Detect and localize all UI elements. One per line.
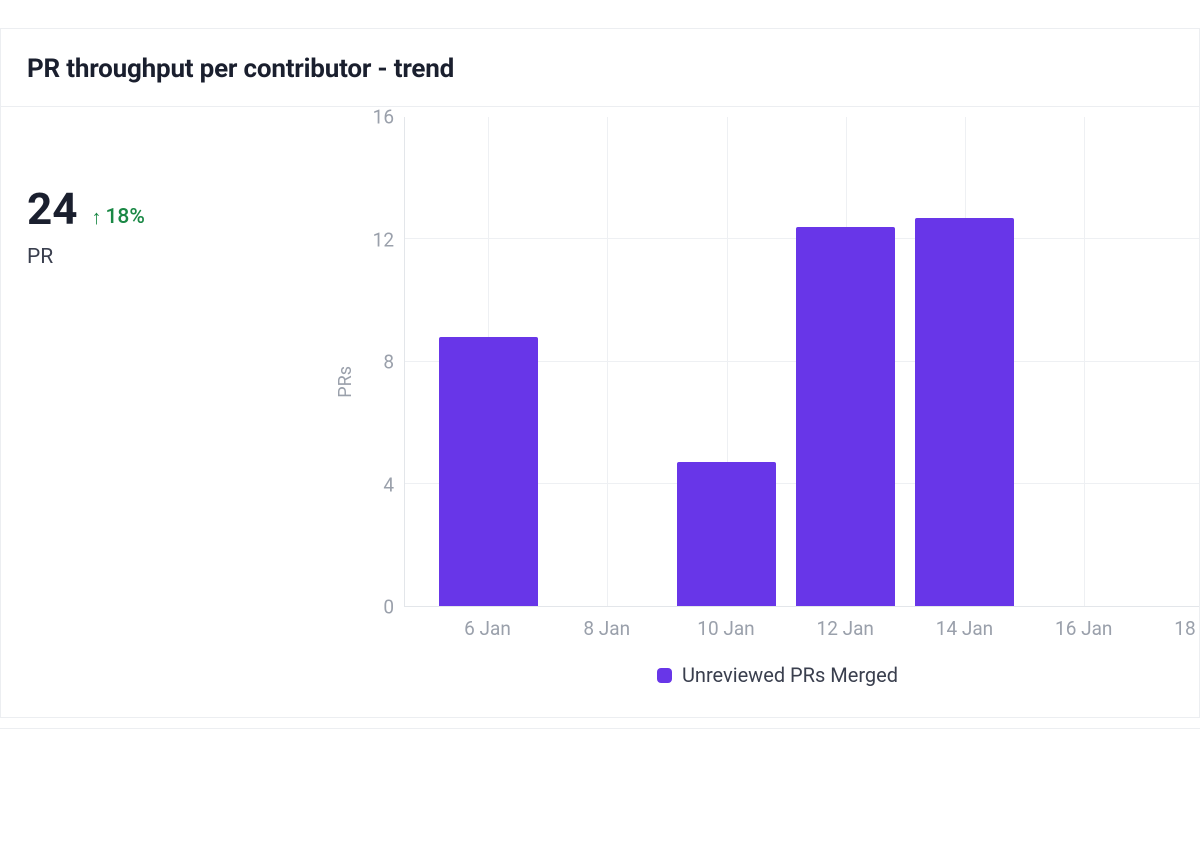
plot-area bbox=[404, 117, 1199, 607]
x-tick-label: 18 Jan bbox=[1174, 617, 1200, 640]
x-tick-label: 12 Jan bbox=[817, 617, 874, 640]
y-tick-column: 0481216 bbox=[356, 117, 404, 607]
x-tick-label: 6 Jan bbox=[464, 617, 511, 640]
x-tick-label: 10 Jan bbox=[697, 617, 754, 640]
x-axis-row: 6 Jan 8 Jan 10 Jan 12 Jan 14 Jan 16 Jan 18 Jan bbox=[356, 607, 1199, 643]
y-tick-label: 16 bbox=[373, 106, 394, 129]
chart-bar[interactable] bbox=[915, 218, 1014, 606]
chart-bar[interactable] bbox=[796, 227, 895, 606]
chart-wrap: PRs 0481216 6 Jan8 Jan10 Jan12 Jan14 Jan… bbox=[331, 117, 1199, 687]
x-tick-label: 16 Jan bbox=[1055, 617, 1112, 640]
x-axis-spacer bbox=[356, 607, 404, 643]
stat-row: 24 ↑ 18% bbox=[27, 187, 305, 231]
stat-value: 24 bbox=[27, 187, 78, 231]
y-tick-label: 12 bbox=[373, 228, 394, 251]
chart-card: PR throughput per contributor - trend 24… bbox=[0, 28, 1200, 718]
x-axis: 6 Jan 8 Jan 10 Jan 12 Jan 14 Jan 16 Jan 18 Jan bbox=[404, 607, 1199, 643]
gridline-vertical bbox=[607, 117, 608, 606]
stat-delta: ↑ 18% bbox=[92, 205, 145, 229]
arrow-up-icon: ↑ bbox=[92, 207, 102, 227]
y-tick-label: 8 bbox=[383, 351, 394, 374]
legend-swatch bbox=[657, 668, 672, 683]
stat-label: PR bbox=[27, 245, 305, 269]
chart-legend[interactable]: Unreviewed PRs Merged bbox=[356, 663, 1199, 687]
gridline-vertical bbox=[1084, 117, 1085, 606]
card-body: 24 ↑ 18% PR PRs 0 4 8 12 16 6 Jan bbox=[1, 107, 1199, 717]
stat-delta-text: 18% bbox=[106, 205, 145, 229]
y-axis-title: PRs bbox=[331, 366, 356, 398]
plot-column: 0481216 6 Jan8 Jan10 Jan12 Jan14 Jan16 J… bbox=[356, 117, 1199, 687]
legend-label: Unreviewed PRs Merged bbox=[682, 663, 898, 687]
card-title: PR throughput per contributor - trend bbox=[27, 54, 1173, 84]
chart-bar[interactable] bbox=[439, 337, 538, 606]
section-divider bbox=[0, 728, 1200, 729]
card-header: PR throughput per contributor - trend bbox=[1, 29, 1199, 107]
chart-panel: PRs 0 4 8 12 16 6 Jan 8 Jan 10 Jan 12 Jan 14 Jan… bbox=[331, 107, 1199, 717]
y-tick-label: 0 bbox=[383, 596, 394, 619]
y-tick-label: 4 bbox=[383, 473, 394, 496]
stat-panel: 24 ↑ 18% PR bbox=[1, 107, 331, 717]
x-tick-label: 8 Jan bbox=[583, 617, 630, 640]
chart-bar[interactable] bbox=[677, 462, 776, 606]
x-tick-label: 14 Jan bbox=[936, 617, 993, 640]
plot-area-wrap: 0481216 bbox=[356, 117, 1199, 607]
